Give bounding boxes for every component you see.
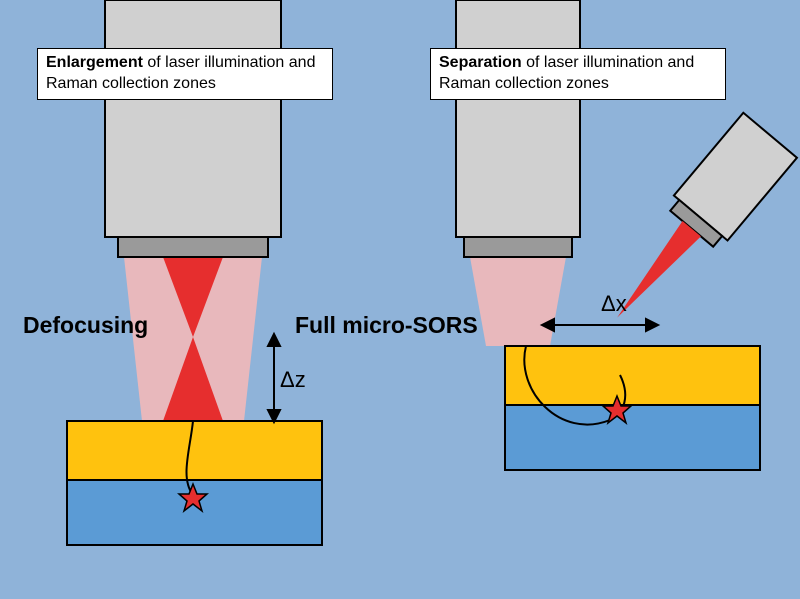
left-objective-aperture — [118, 237, 268, 257]
diagram-canvas: Enlargement of laser illumination and Ra… — [0, 0, 800, 599]
left-objective-body — [105, 0, 281, 237]
label-full-micro-sors: Full micro-SORS — [295, 312, 478, 339]
label-delta-x: Δx — [601, 291, 627, 317]
left-sample-top — [67, 421, 322, 480]
right-sample-bottom — [505, 405, 760, 470]
caption-right-bold: Separation — [439, 54, 522, 71]
caption-left-bold: Enlargement — [46, 54, 143, 71]
right-collection-cone — [470, 257, 566, 346]
caption-left: Enlargement of laser illumination and Ra… — [37, 48, 333, 100]
right-objective-body — [456, 0, 580, 237]
right-objective-aperture — [464, 237, 572, 257]
caption-right: Separation of laser illumination and Ram… — [430, 48, 726, 100]
right-sample-top — [505, 346, 760, 405]
label-delta-z: Δz — [280, 367, 306, 393]
label-defocusing: Defocusing — [23, 312, 148, 339]
